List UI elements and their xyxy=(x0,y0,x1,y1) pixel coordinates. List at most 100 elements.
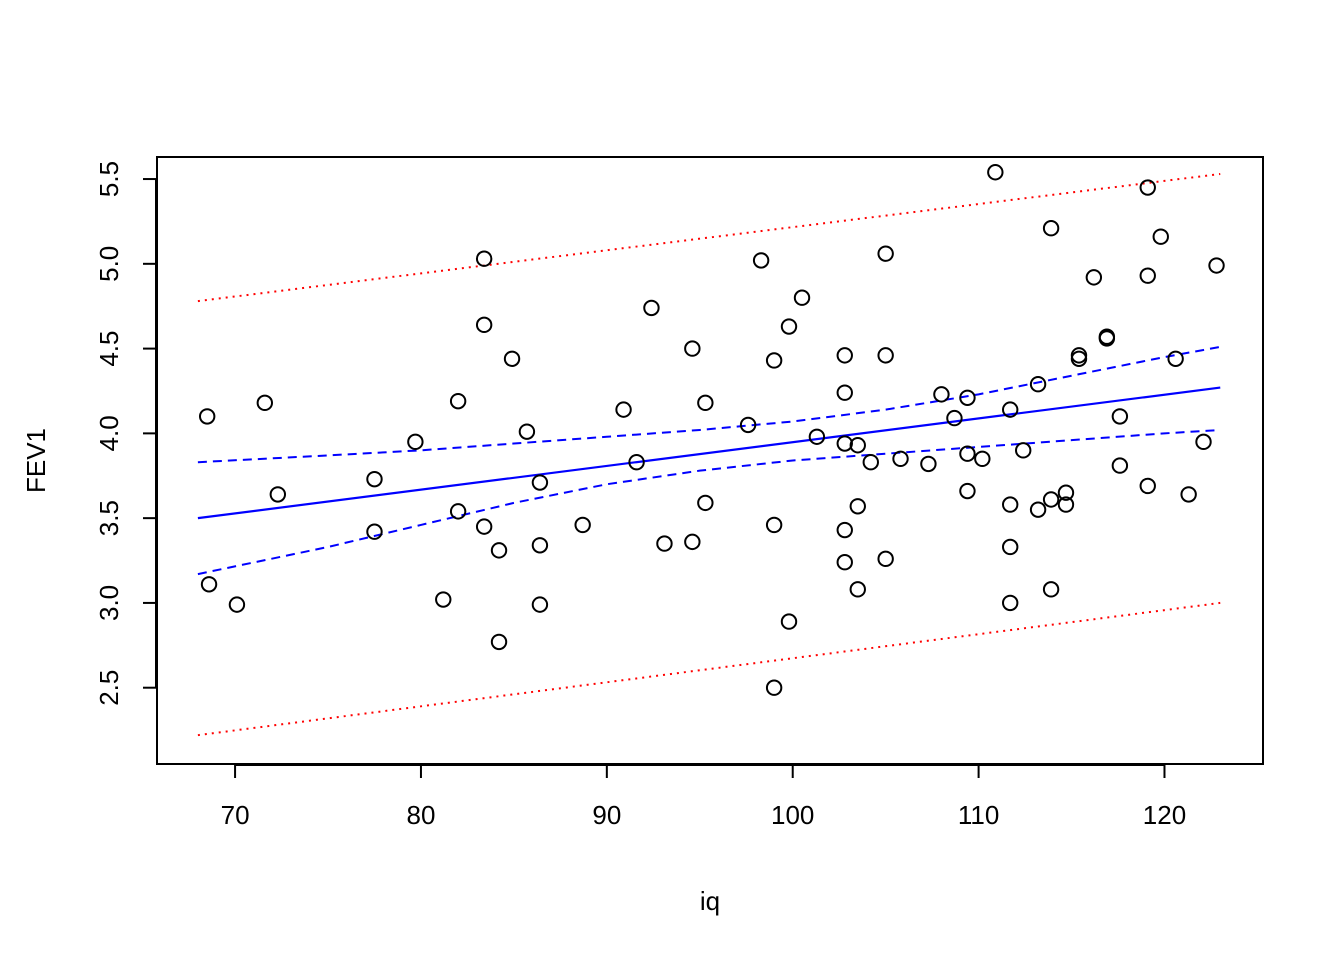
data-point xyxy=(836,435,853,452)
data-point xyxy=(1085,269,1103,286)
data-point xyxy=(959,389,976,406)
data-point xyxy=(475,316,493,334)
prediction-upper-line xyxy=(197,172,1221,303)
data-point xyxy=(1195,433,1212,451)
x-axis: 70 80 90 100 110 120 xyxy=(221,764,1186,830)
y-tick-label: 2.5 xyxy=(94,670,124,706)
data-point xyxy=(475,250,493,267)
data-point xyxy=(752,252,770,269)
data-points xyxy=(198,164,1225,696)
data-point xyxy=(946,409,963,427)
data-point xyxy=(435,591,452,608)
data-point xyxy=(1208,257,1225,274)
data-point xyxy=(366,523,383,540)
data-point xyxy=(836,347,853,364)
data-point xyxy=(1042,581,1060,598)
data-point xyxy=(518,423,536,440)
data-point xyxy=(269,486,287,503)
data-point xyxy=(892,450,909,468)
x-tick-label: 90 xyxy=(592,800,621,830)
x-axis-title: iq xyxy=(700,886,720,916)
data-point xyxy=(490,633,508,651)
y-axis-title: FEV1 xyxy=(21,428,51,493)
data-point xyxy=(836,521,853,539)
x-tick-label: 80 xyxy=(406,800,435,830)
data-point xyxy=(920,455,937,473)
data-point xyxy=(1152,228,1169,245)
fit-line xyxy=(197,386,1221,520)
y-tick-label: 4.0 xyxy=(94,415,124,451)
data-point xyxy=(574,516,591,534)
data-point xyxy=(780,613,798,630)
data-point xyxy=(656,535,673,552)
data-point xyxy=(1111,457,1129,474)
data-point xyxy=(1042,491,1060,508)
data-point xyxy=(959,445,976,462)
data-point xyxy=(1070,347,1088,364)
data-point xyxy=(628,453,645,471)
data-point xyxy=(684,533,701,551)
data-point xyxy=(849,581,866,598)
data-point xyxy=(697,494,714,512)
data-point xyxy=(974,450,991,468)
data-point xyxy=(808,428,826,445)
data-point xyxy=(531,537,549,554)
y-tick-label: 5.5 xyxy=(94,161,124,197)
data-point xyxy=(198,408,216,425)
data-point xyxy=(615,401,632,418)
data-point xyxy=(1139,179,1156,196)
data-point xyxy=(1002,496,1019,513)
data-point xyxy=(643,299,660,317)
data-point xyxy=(877,347,894,364)
data-point xyxy=(1139,267,1156,284)
data-point xyxy=(1002,538,1019,556)
x-tick-label: 100 xyxy=(771,800,814,830)
data-point xyxy=(765,516,783,534)
data-point xyxy=(531,474,549,491)
data-point xyxy=(836,554,853,571)
data-point xyxy=(684,340,701,357)
y-tick-label: 5.0 xyxy=(94,246,124,282)
data-point xyxy=(1002,401,1019,418)
data-point xyxy=(849,437,866,454)
confidence-upper-line xyxy=(197,345,1221,464)
data-point xyxy=(877,550,894,568)
data-point xyxy=(793,289,811,306)
data-point xyxy=(200,576,218,593)
data-point xyxy=(1111,408,1129,425)
data-point xyxy=(1029,501,1047,518)
data-point xyxy=(1057,496,1075,513)
plot-frame xyxy=(156,156,1264,765)
y-tick-label: 3.0 xyxy=(94,585,124,621)
data-point xyxy=(697,394,714,412)
data-point xyxy=(503,350,521,367)
data-point xyxy=(780,318,798,335)
data-point xyxy=(1139,477,1156,495)
confidence-lower-line xyxy=(197,428,1221,576)
interval-bands xyxy=(197,172,1221,737)
data-point xyxy=(475,518,493,535)
data-point xyxy=(1167,350,1184,367)
data-point xyxy=(449,392,467,410)
data-point xyxy=(987,164,1004,181)
data-point xyxy=(959,482,976,500)
data-point xyxy=(1057,484,1075,501)
data-point xyxy=(449,503,467,520)
y-tick-label: 4.5 xyxy=(94,331,124,367)
data-point xyxy=(1029,376,1047,393)
data-point xyxy=(877,245,894,262)
data-point xyxy=(228,596,246,613)
x-tick-label: 70 xyxy=(221,800,250,830)
data-point xyxy=(836,384,853,401)
data-point xyxy=(366,470,383,488)
data-point xyxy=(1002,594,1019,612)
data-point xyxy=(1015,442,1032,459)
data-point xyxy=(1042,220,1060,237)
data-point xyxy=(1070,350,1088,367)
y-axis: 2.5 3.0 3.5 4.0 4.5 5.0 5.5 xyxy=(94,161,157,706)
regression-fit xyxy=(197,386,1221,520)
prediction-lower-line xyxy=(197,601,1221,737)
data-point xyxy=(862,453,879,471)
data-point xyxy=(490,542,508,559)
